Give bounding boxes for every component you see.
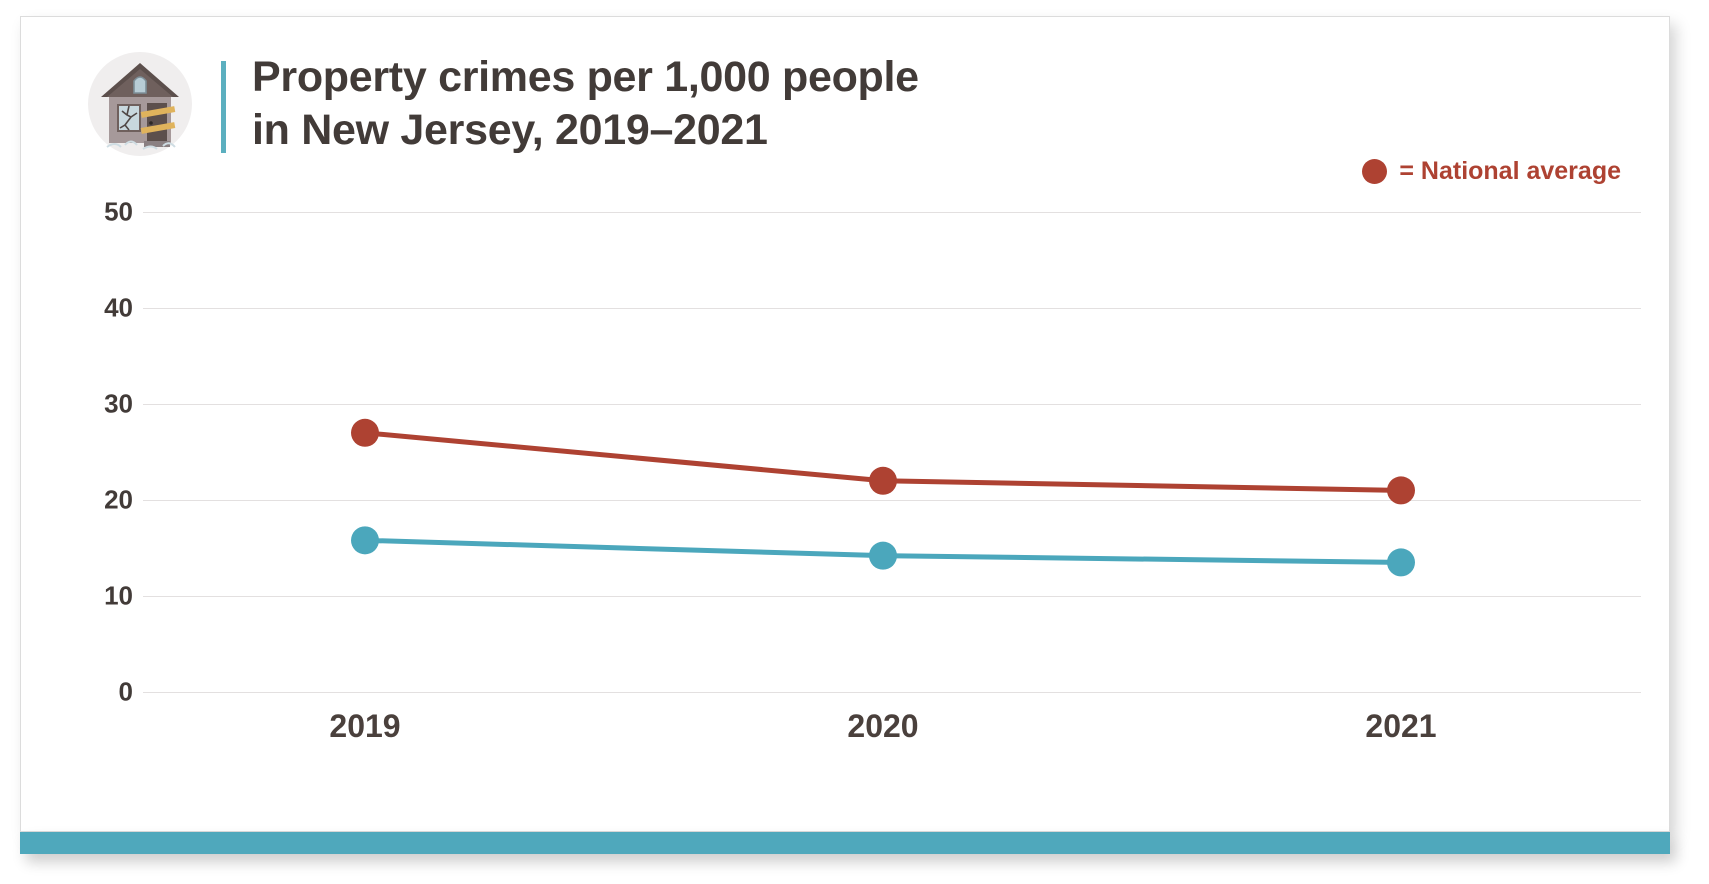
data-point-marker	[351, 526, 379, 555]
chart-header: Property crimes per 1,000 people in New …	[81, 45, 919, 163]
page-title: Property crimes per 1,000 people in New …	[252, 51, 919, 158]
chart-legend: = National average	[1362, 157, 1621, 186]
x-axis-tick-label: 2020	[847, 708, 919, 744]
gridline	[143, 308, 1641, 309]
y-axis-tick-label: 30	[104, 388, 133, 419]
gridline	[143, 692, 1641, 693]
gridline	[143, 404, 1641, 405]
chart-svg	[351, 418, 1415, 577]
data-point-marker	[869, 466, 897, 495]
y-axis-tick-label: 20	[104, 484, 133, 515]
gridline	[143, 212, 1641, 213]
page-title-line-1: Property crimes per 1,000 people	[252, 53, 919, 101]
x-axis-tick-label: 2019	[329, 708, 401, 744]
y-axis-tick-label: 0	[118, 676, 133, 707]
title-accent-bar	[221, 61, 226, 153]
page-title-line-2: in New Jersey, 2019–2021	[252, 106, 768, 155]
damaged-house-icon	[81, 45, 199, 163]
x-axis-tick-label: 2021	[1365, 708, 1437, 744]
data-point-marker	[351, 418, 379, 447]
gridlines	[143, 212, 1641, 693]
y-axis-tick-label: 10	[104, 580, 133, 611]
damaged-house-icon-svg	[88, 52, 192, 156]
y-axis-tick-label: 40	[104, 292, 133, 323]
y-axis-labels: 50 40 30 20 10 0	[81, 197, 133, 707]
gridline	[143, 596, 1641, 597]
data-point-marker	[869, 541, 897, 570]
chart-card: Property crimes per 1,000 people in New …	[20, 16, 1670, 832]
footer-bar	[20, 832, 1670, 854]
y-axis-tick-label: 50	[104, 196, 133, 227]
x-axis-labels: 2019 2020 2021	[143, 708, 1641, 768]
data-point-marker	[1387, 476, 1415, 505]
data-point-marker	[1387, 548, 1415, 577]
legend-marker-icon	[1362, 159, 1388, 184]
legend-label: = National average	[1399, 157, 1621, 185]
gridline	[143, 500, 1641, 501]
plot-area: 50 40 30 20 10 0 2019 2020 2021	[81, 197, 1641, 744]
